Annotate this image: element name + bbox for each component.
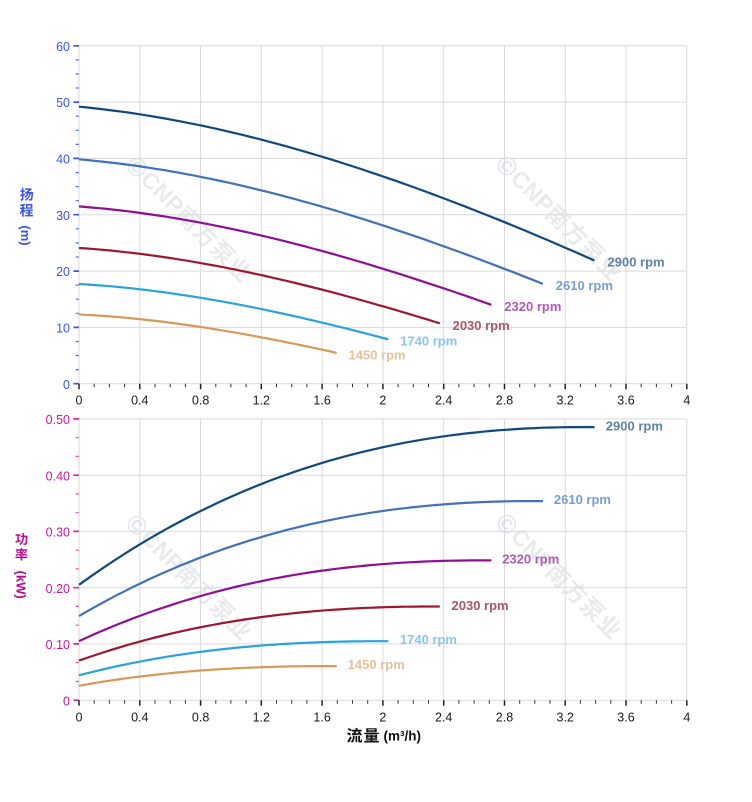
- svg-text:1740 rpm: 1740 rpm: [400, 334, 457, 349]
- svg-text:0.4: 0.4: [131, 710, 148, 724]
- svg-text:3.2: 3.2: [557, 710, 574, 724]
- svg-text:40: 40: [56, 153, 70, 167]
- svg-text:1.6: 1.6: [313, 710, 330, 724]
- svg-text:1.6: 1.6: [313, 393, 330, 407]
- svg-text:2.8: 2.8: [496, 393, 513, 407]
- svg-text:3.6: 3.6: [617, 393, 634, 407]
- svg-text:0.40: 0.40: [46, 469, 70, 483]
- svg-text:1740 rpm: 1740 rpm: [400, 632, 457, 647]
- svg-text:2: 2: [379, 710, 386, 724]
- svg-text:1450 rpm: 1450 rpm: [348, 657, 405, 672]
- svg-text:0.20: 0.20: [46, 582, 70, 596]
- svg-text:30: 30: [56, 209, 70, 223]
- svg-text:2610 rpm: 2610 rpm: [554, 492, 611, 507]
- svg-text:2.4: 2.4: [435, 393, 452, 407]
- svg-text:2900 rpm: 2900 rpm: [608, 254, 665, 269]
- svg-text:10: 10: [56, 322, 70, 336]
- svg-text:2610 rpm: 2610 rpm: [556, 278, 613, 293]
- svg-text:2030 rpm: 2030 rpm: [453, 318, 510, 333]
- svg-text:0.8: 0.8: [192, 393, 209, 407]
- svg-text:0.4: 0.4: [131, 393, 148, 407]
- svg-text:1.2: 1.2: [253, 393, 270, 407]
- svg-text:0.10: 0.10: [46, 638, 70, 652]
- svg-text:0: 0: [76, 393, 83, 407]
- svg-text:2: 2: [379, 393, 386, 407]
- svg-text:1.2: 1.2: [253, 710, 270, 724]
- svg-text:0.50: 0.50: [46, 413, 70, 427]
- svg-text:2320 rpm: 2320 rpm: [502, 552, 559, 567]
- svg-text:3.2: 3.2: [557, 393, 574, 407]
- svg-text:60: 60: [56, 40, 70, 54]
- svg-text:0.8: 0.8: [192, 710, 209, 724]
- svg-text:0: 0: [63, 694, 70, 708]
- svg-text:0: 0: [76, 710, 83, 724]
- svg-text:20: 20: [56, 265, 70, 279]
- svg-text:50: 50: [56, 96, 70, 110]
- svg-text:2.4: 2.4: [435, 710, 452, 724]
- svg-text:3.6: 3.6: [617, 710, 634, 724]
- svg-text:(m): (m): [18, 225, 33, 245]
- svg-text:(kW): (kW): [13, 571, 28, 599]
- svg-text:0: 0: [63, 378, 70, 392]
- svg-text:2320 rpm: 2320 rpm: [504, 299, 561, 314]
- svg-text:2030 rpm: 2030 rpm: [452, 598, 509, 613]
- svg-text:1450 rpm: 1450 rpm: [349, 347, 406, 362]
- svg-text:0.30: 0.30: [46, 526, 70, 540]
- svg-text:2.8: 2.8: [496, 710, 513, 724]
- svg-text:(m³/h): (m³/h): [384, 729, 422, 744]
- svg-text:4: 4: [683, 710, 690, 724]
- svg-text:2900 rpm: 2900 rpm: [606, 419, 663, 434]
- svg-text:4: 4: [683, 393, 690, 407]
